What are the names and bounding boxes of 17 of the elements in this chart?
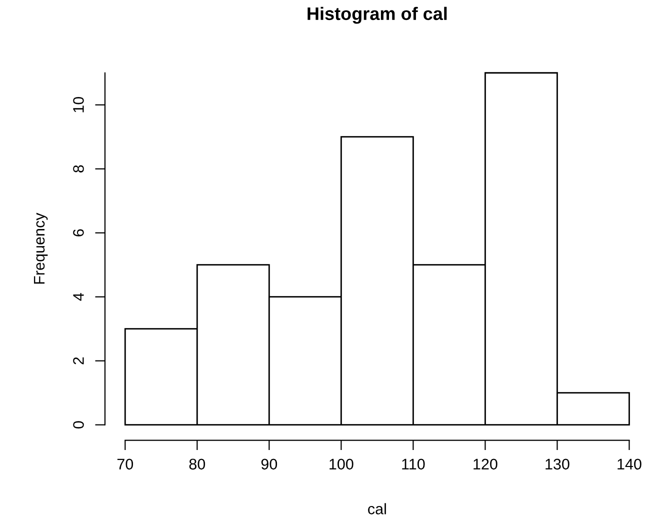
x-tick-label: 90	[261, 458, 278, 470]
x-tick-label: 100	[330, 458, 354, 470]
x-tick-label: 110	[402, 458, 425, 470]
y-tick-label: 8	[73, 165, 84, 172]
x-tick-label: 140	[618, 458, 642, 470]
x-tick-label: 130	[546, 458, 570, 470]
y-tick-label: 0	[73, 421, 84, 428]
x-axis-title: cal	[368, 503, 386, 514]
y-axis-title: Frequency	[34, 212, 48, 284]
x-tick-label: 80	[189, 458, 206, 470]
x-tick-label: 120	[474, 458, 498, 470]
y-tick-label: 4	[73, 293, 84, 301]
y-tick-label: 2	[73, 357, 84, 364]
y-tick-label: 10	[73, 96, 84, 112]
y-tick-label: 6	[73, 229, 84, 236]
x-tick-label: 70	[117, 458, 134, 470]
chart-title: Histogram of cal	[308, 6, 447, 24]
